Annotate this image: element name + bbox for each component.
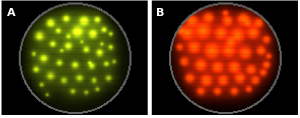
Text: B: B	[157, 8, 165, 18]
Text: A: A	[7, 8, 15, 18]
